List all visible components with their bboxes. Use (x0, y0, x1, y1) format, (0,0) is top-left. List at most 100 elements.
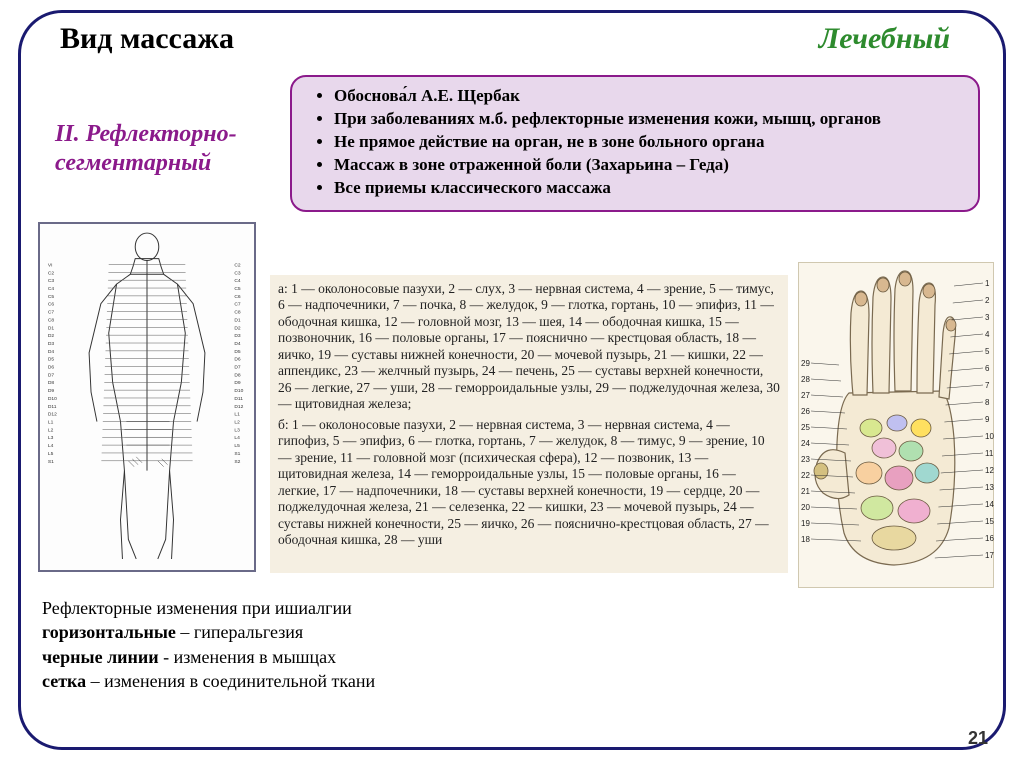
svg-text:9: 9 (985, 415, 990, 424)
svg-text:D5: D5 (48, 357, 55, 363)
info-item: Обоснова́л А.Е. Щербак (334, 85, 964, 108)
svg-text:L2: L2 (48, 427, 54, 433)
svg-text:C7: C7 (48, 310, 55, 316)
info-box: Обоснова́л А.Е. ЩербакПри заболеваниях м… (290, 75, 980, 212)
svg-text:L2: L2 (234, 420, 240, 426)
svg-text:D12: D12 (234, 404, 243, 410)
svg-text:C2: C2 (234, 262, 241, 268)
svg-text:25: 25 (801, 423, 810, 432)
svg-text:D4: D4 (48, 349, 55, 355)
legend-line3: черные линии - изменения в мышцах (42, 645, 375, 669)
svg-text:L1: L1 (234, 412, 240, 418)
svg-text:D1: D1 (48, 325, 55, 331)
svg-text:D2: D2 (234, 325, 241, 331)
svg-text:10: 10 (985, 432, 994, 441)
info-list: Обоснова́л А.Е. ЩербакПри заболеваниях м… (306, 85, 964, 200)
svg-text:2: 2 (985, 296, 990, 305)
svg-text:20: 20 (801, 503, 810, 512)
svg-text:C6: C6 (234, 294, 241, 300)
legend: Рефлекторные изменения при ишиалгии гори… (42, 596, 375, 693)
svg-text:C6: C6 (48, 302, 55, 308)
svg-text:3: 3 (985, 313, 990, 322)
svg-text:C4: C4 (48, 286, 55, 292)
svg-text:C4: C4 (234, 278, 241, 284)
svg-text:L4: L4 (48, 443, 54, 449)
svg-text:5: 5 (985, 347, 990, 356)
svg-text:D11: D11 (234, 396, 243, 402)
svg-text:C3: C3 (48, 278, 55, 284)
svg-text:16: 16 (985, 534, 994, 543)
svg-text:D7: D7 (234, 365, 241, 371)
zone-para-b: б: 1 — околоносовые пазухи, 2 — нервная … (278, 417, 780, 549)
zone-description-text: а: 1 — околоносовые пазухи, 2 — слух, 3 … (270, 275, 788, 573)
svg-text:12: 12 (985, 466, 994, 475)
svg-text:L5: L5 (234, 443, 240, 449)
svg-text:1: 1 (985, 279, 990, 288)
svg-text:D6: D6 (48, 365, 55, 371)
svg-text:C5: C5 (234, 286, 241, 292)
svg-text:4: 4 (985, 330, 990, 339)
svg-text:D12: D12 (48, 412, 57, 418)
svg-text:27: 27 (801, 391, 810, 400)
svg-text:D3: D3 (48, 341, 55, 347)
svg-text:S1: S1 (234, 451, 240, 457)
svg-text:13: 13 (985, 483, 994, 492)
info-item: Все приемы классического массажа (334, 177, 964, 200)
svg-text:24: 24 (801, 439, 810, 448)
svg-text:D9: D9 (234, 380, 241, 386)
svg-text:L4: L4 (234, 435, 240, 441)
svg-text:18: 18 (801, 535, 810, 544)
svg-text:D3: D3 (234, 333, 241, 339)
body-segment-diagram: VIC2C3C4C5C6C7C8D1D2D3D4D5D6D7D8D9D10D11… (38, 222, 256, 572)
svg-text:6: 6 (985, 364, 990, 373)
svg-text:8: 8 (985, 398, 990, 407)
svg-text:15: 15 (985, 517, 994, 526)
hand-reflex-diagram: 292827262524232221201918 123456789101112… (798, 262, 994, 588)
legend-line4: сетка – изменения в соединительной ткани (42, 669, 375, 693)
svg-text:D7: D7 (48, 372, 55, 378)
svg-text:19: 19 (801, 519, 810, 528)
svg-text:L5: L5 (48, 451, 54, 457)
svg-text:C8: C8 (48, 317, 55, 323)
svg-text:29: 29 (801, 359, 810, 368)
svg-text:26: 26 (801, 407, 810, 416)
svg-text:D6: D6 (234, 357, 241, 363)
svg-text:D8: D8 (234, 372, 241, 378)
svg-text:21: 21 (801, 487, 810, 496)
svg-text:C3: C3 (234, 270, 241, 276)
subtitle: II. Рефлекторно-сегментарный (55, 120, 237, 178)
svg-text:D1: D1 (234, 317, 241, 323)
svg-text:S1: S1 (48, 459, 54, 465)
subtitle-text: II. Рефлекторно-сегментарный (55, 121, 237, 176)
svg-text:14: 14 (985, 500, 994, 509)
svg-text:C7: C7 (234, 302, 241, 308)
header: Вид массажа Лечебный (60, 22, 980, 56)
svg-text:D5: D5 (234, 349, 241, 355)
title-right: Лечебный (819, 22, 950, 56)
svg-text:28: 28 (801, 375, 810, 384)
page-number: 21 (968, 728, 988, 749)
info-item: При заболеваниях м.б. рефлекторные измен… (334, 108, 964, 131)
svg-text:L3: L3 (48, 435, 54, 441)
svg-text:23: 23 (801, 455, 810, 464)
svg-text:D8: D8 (48, 380, 55, 386)
svg-text:C2: C2 (48, 270, 55, 276)
svg-text:L1: L1 (48, 420, 54, 426)
svg-text:VI: VI (48, 262, 53, 268)
svg-text:D4: D4 (234, 341, 241, 347)
svg-text:D11: D11 (48, 404, 57, 410)
title-main: Вид массажа (60, 22, 234, 56)
svg-text:7: 7 (985, 381, 990, 390)
svg-text:D9: D9 (48, 388, 55, 394)
svg-text:D10: D10 (48, 396, 57, 402)
svg-text:C8: C8 (234, 310, 241, 316)
svg-text:C5: C5 (48, 294, 55, 300)
info-item: Массаж в зоне отраженной боли (Захарьина… (334, 154, 964, 177)
svg-text:L3: L3 (234, 427, 240, 433)
svg-text:11: 11 (985, 449, 994, 458)
info-item: Не прямое действие на орган, не в зоне б… (334, 131, 964, 154)
svg-text:D2: D2 (48, 333, 55, 339)
svg-text:17: 17 (985, 551, 994, 560)
zone-para-a: а: 1 — околоносовые пазухи, 2 — слух, 3 … (278, 281, 780, 413)
svg-text:S2: S2 (234, 459, 240, 465)
